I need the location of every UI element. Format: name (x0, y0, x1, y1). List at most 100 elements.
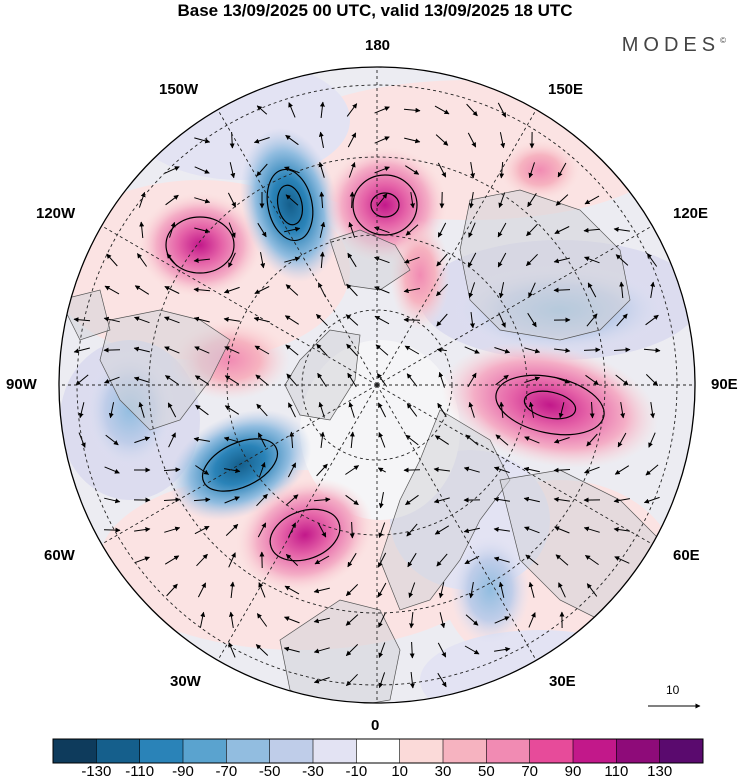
wind-arrow (316, 343, 328, 357)
wind-arrow (346, 283, 358, 297)
wind-arrow (614, 556, 630, 564)
wind-arrow (528, 401, 535, 418)
wind-arrow (193, 257, 210, 263)
wind-arrow (434, 105, 450, 115)
wind-arrow (257, 522, 267, 538)
wind-arrow (406, 373, 418, 387)
wind-arrow (285, 344, 299, 356)
wind-arrow (583, 526, 600, 533)
wind-arrow (469, 312, 475, 329)
wind-arrow (586, 313, 598, 327)
wind-arrow (134, 527, 151, 532)
colorbar (52, 738, 704, 764)
wind-arrow (499, 401, 505, 418)
wind-arrow (524, 347, 541, 354)
wind-arrow (615, 254, 629, 266)
wind-arrow (493, 527, 510, 532)
wind-arrow (528, 162, 535, 179)
colorbar-label: 110 (604, 763, 629, 780)
wind-arrow (528, 282, 536, 298)
wind-arrow (195, 404, 209, 416)
colorbar-label: -130 (81, 763, 112, 780)
wind-arrow (284, 315, 299, 325)
wind-arrow (494, 616, 510, 624)
wind-arrow (256, 403, 268, 417)
graticule (59, 67, 695, 703)
wind-arrow (163, 467, 181, 473)
wind-arrow (229, 581, 235, 599)
colorbar-label: 90 (564, 763, 582, 780)
wind-arrow (285, 554, 299, 566)
wind-arrow (318, 401, 325, 418)
wind-arrow (287, 462, 297, 478)
wind-arrow (436, 253, 448, 267)
wind-arrow (586, 433, 598, 447)
wind-arrow (194, 346, 210, 354)
wind-arrow (314, 555, 330, 565)
wind-arrow (138, 401, 145, 418)
wind-arrow (194, 137, 211, 144)
wind-arrow (645, 314, 659, 326)
wind-arrow (497, 102, 507, 118)
wind-arrow (228, 642, 236, 658)
wind-arrow (499, 132, 506, 149)
wind-arrow (378, 432, 386, 448)
wind-arrow (103, 316, 120, 323)
wind-arrow (139, 221, 145, 239)
wind-arrow (254, 286, 270, 294)
wind-arrow (438, 582, 445, 599)
wind-arrow (258, 582, 266, 598)
wind-arrow (645, 464, 659, 476)
wind-arrow (553, 437, 570, 444)
colorbar-swatch (226, 739, 271, 763)
wind-arrow (193, 287, 211, 293)
wind-arrow (498, 282, 505, 299)
wind-arrow (643, 496, 660, 504)
colorbar-swatch (486, 739, 531, 763)
wind-arrow (437, 402, 447, 417)
wind-arrow (494, 347, 511, 354)
wind-arrow (134, 316, 150, 324)
lon-label-120e: 120E (673, 205, 709, 222)
wind-arrow (106, 253, 118, 267)
wind-arrow (228, 222, 236, 238)
wind-arrow (620, 402, 626, 419)
wind-arrow (345, 465, 360, 475)
wind-arrow (615, 374, 629, 386)
colorbar-swatch (96, 739, 141, 763)
wind-vectors (73, 101, 661, 689)
wind-arrow (558, 582, 566, 598)
wind-arrow (465, 614, 479, 626)
wind-arrow (555, 554, 569, 566)
wind-arrow (224, 496, 240, 504)
wind-arrow (584, 554, 599, 566)
wind-arrow (646, 253, 658, 267)
wind-arrow (555, 194, 569, 206)
wind-arrow (225, 524, 239, 536)
wind-arrow (557, 162, 567, 178)
wind-arrow (468, 401, 475, 418)
wind-arrow (553, 287, 571, 293)
wind-arrow (524, 526, 540, 534)
lon-label-150w: 150W (159, 81, 199, 98)
wind-arrow (378, 642, 386, 658)
colorbar-swatch (269, 739, 314, 763)
wind-arrow (104, 285, 120, 295)
wind-arrow (643, 347, 661, 353)
colorbar-swatch (139, 739, 184, 763)
wind-arrow (463, 527, 480, 534)
wind-arrow (199, 611, 206, 628)
wind-arrow (224, 375, 240, 385)
wind-arrow (163, 497, 181, 503)
map-title: Base 13/09/2025 00 UTC, valid 13/09/2025… (177, 1, 573, 20)
wind-arrow (405, 434, 419, 446)
wind-arrow (436, 313, 448, 327)
wind-arrow (614, 465, 630, 475)
wind-arrow (313, 617, 330, 624)
wind-arrow (554, 226, 570, 234)
wind-arrow (228, 611, 234, 628)
wind-arrow (464, 346, 480, 354)
wind-arrow (497, 222, 507, 238)
wind-arrow (284, 585, 300, 595)
wind-arrow (437, 642, 447, 658)
